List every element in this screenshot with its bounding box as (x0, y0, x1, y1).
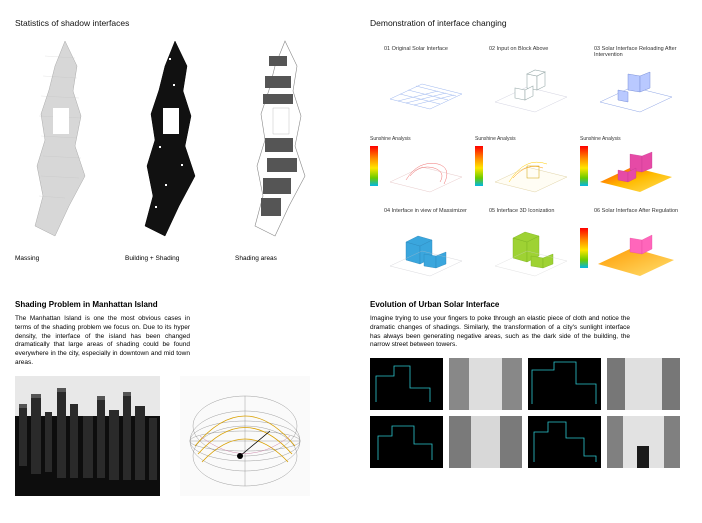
gradient-bar-3 (580, 146, 588, 186)
thumb-3 (528, 358, 601, 410)
shading-figures-row (15, 376, 345, 496)
tile-03-cap: 03 Solar Interface Reloading After Inter… (594, 46, 682, 58)
left-title: Statistics of shadow interfaces (15, 18, 345, 28)
shading-body: The Manhattan Island is one the most obv… (15, 315, 190, 368)
tile-08-cap: 05 Interface 3D Iconization (489, 208, 554, 214)
tile-02: 02 Input on Block Above (485, 54, 577, 119)
manhattan-maps-row: Massing Building + Shading (15, 36, 345, 262)
thumb-7 (528, 416, 601, 468)
grad-lbl-3: Sunshine Analysis (580, 136, 621, 142)
right-title: Demonstration of interface changing (370, 18, 690, 28)
shading-heading: Shading Problem in Manhattan Island (15, 300, 345, 309)
tile-05: Sunshine Analysis (485, 134, 577, 199)
grad-lbl-1: Sunshine Analysis (370, 136, 411, 142)
thumb-8 (607, 416, 680, 468)
map-shading-areas: Shading areas (235, 36, 335, 262)
tile-01: 01 Original Solar Interface (380, 54, 472, 119)
demonstration-grid: 01 Original Solar Interface 02 Input on … (370, 36, 690, 286)
map-massing: Massing (15, 36, 115, 262)
thumb-6 (449, 416, 522, 468)
map-shading-label: Shading areas (235, 255, 335, 262)
thumb-2 (449, 358, 522, 410)
tile-08: 05 Interface 3D Iconization (485, 216, 577, 281)
thumb-5 (370, 416, 443, 468)
tile-06: Sunshine Analysis (590, 134, 682, 199)
tile-01-cap: 01 Original Solar Interface (384, 46, 448, 52)
evolution-section: Evolution of Urban Solar Interface Imagi… (370, 300, 690, 468)
page: Statistics of shadow interfaces Massing (0, 0, 702, 523)
tile-07: 04 Interface in view of Massimizer (380, 216, 472, 281)
evolution-heading: Evolution of Urban Solar Interface (370, 300, 690, 309)
map-massing-label: Massing (15, 255, 115, 262)
tile-07-cap: 04 Interface in view of Massimizer (384, 208, 467, 214)
tile-09-cap: 06 Solar Interface After Regulation (594, 208, 678, 214)
tile-09: 06 Solar Interface After Regulation (590, 216, 682, 281)
left-column: Statistics of shadow interfaces Massing (15, 18, 345, 262)
grad-lbl-2: Sunshine Analysis (475, 136, 516, 142)
evolution-body: Imagine trying to use your fingers to po… (370, 315, 630, 350)
sun-path-diagram (180, 376, 310, 496)
manhattan-aerial-photo (15, 376, 160, 496)
gradient-bar-4 (580, 228, 588, 268)
thumb-4 (607, 358, 680, 410)
gradient-bar-2 (475, 146, 483, 186)
thumb-1 (370, 358, 443, 410)
shading-section: Shading Problem in Manhattan Island The … (15, 300, 345, 496)
tile-04: Sunshine Analysis (380, 134, 472, 199)
gradient-bar-1 (370, 146, 378, 186)
right-column: Demonstration of interface changing 01 O… (370, 18, 690, 286)
tile-03: 03 Solar Interface Reloading After Inter… (590, 54, 682, 119)
evolution-thumbnails (370, 358, 690, 468)
map-building-label: Building + Shading (125, 255, 225, 262)
tile-02-cap: 02 Input on Block Above (489, 46, 548, 52)
map-building-shading: Building + Shading (125, 36, 225, 262)
